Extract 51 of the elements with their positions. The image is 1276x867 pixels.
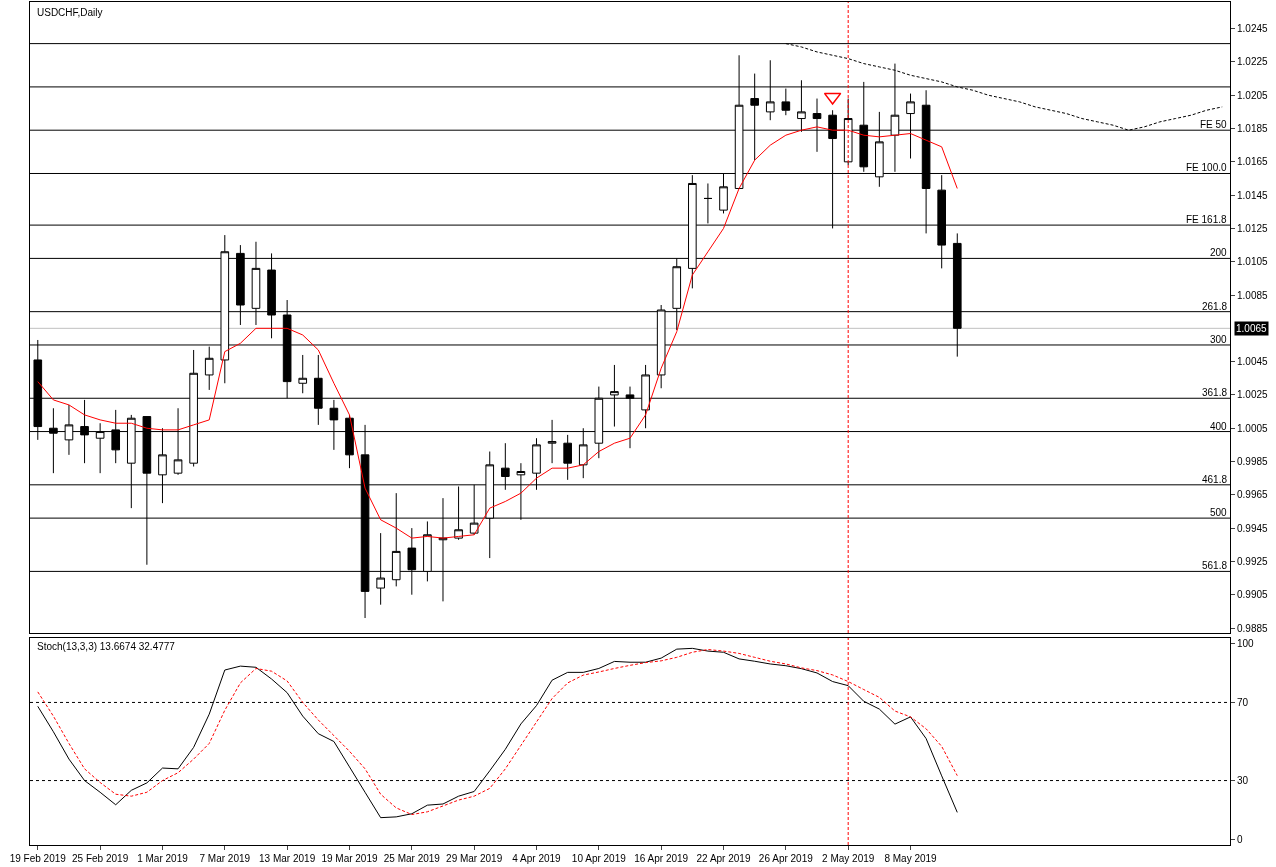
x-tick-label: 19 Feb 2019 [9,853,67,864]
y-tick-label: 0.9985 [1237,456,1269,468]
y-tick-label: 0.9965 [1237,489,1269,501]
y-tick-label: 0.9905 [1237,589,1269,601]
y-tick-label: 1.0085 [1237,289,1269,301]
annotation: FE 100.0 [1186,162,1228,173]
x-tick-label: 16 Apr 2019 [634,853,689,864]
annotation: FE 50 [1200,119,1228,130]
y-tick-label: 1.0045 [1237,356,1269,368]
y-tick-label: 1.0105 [1237,256,1269,268]
annotation: FE 161.8 [1186,214,1228,225]
ref-line-label: 1.0065 [1236,323,1268,334]
annotation: 561.8 [1202,560,1228,571]
annotation: 361.8 [1202,387,1228,398]
x-tick-label: 8 May 2019 [884,853,938,864]
y-tick-label: 1.0185 [1237,123,1269,135]
annotation: 200 [1210,247,1228,258]
y-tick-label: 1.0205 [1237,89,1269,101]
y-tick-label: 0.9885 [1237,622,1269,634]
x-tick-label: 26 Apr 2019 [758,853,814,864]
x-tick-label: 25 Feb 2019 [72,853,129,864]
chart-title: Stoch(13,3,3) 13.6674 32.4777 [37,641,176,652]
y-tick-label: 1.0245 [1237,23,1269,35]
y-tick-label: 1.0165 [1237,156,1269,168]
x-tick-label: 25 Mar 2019 [383,853,441,864]
text: USDCHF,Daily [37,7,103,18]
y-tick-label: 0 [1237,833,1243,845]
y-tick-label: 0.9925 [1237,555,1269,567]
y-tick-label: 70 [1237,696,1249,708]
annotation: 300 [1210,334,1228,345]
x-tick-label: 4 Apr 2019 [512,853,562,864]
x-tick-label: 13 Mar 2019 [259,853,316,864]
x-tick-label: 2 May 2019 [822,853,875,864]
x-tick-label: 7 Mar 2019 [199,853,251,864]
annotation: 461.8 [1202,474,1228,485]
x-tick-label: 10 Apr 2019 [571,853,627,864]
y-tick-label: 1.0225 [1237,56,1269,68]
annotation: 500 [1210,507,1228,518]
annotation: 400 [1210,421,1228,432]
x-tick-label: 22 Apr 2019 [696,853,751,864]
y-tick-label: 30 [1237,775,1249,787]
y-tick-label: 1.0145 [1237,189,1269,201]
y-tick-label: 1.0025 [1237,389,1269,401]
x-tick-label: 1 Mar 2019 [137,853,189,864]
annotation: 261.8 [1202,301,1228,312]
y-tick-label: 1.0005 [1237,422,1269,434]
y-tick-label: 1.0125 [1237,222,1269,234]
x-tick-label: 19 Mar 2019 [321,853,378,864]
x-tick-label: 29 Mar 2019 [446,853,503,864]
y-tick-label: 100 [1237,638,1255,650]
y-tick-label: 0.9945 [1237,522,1269,534]
